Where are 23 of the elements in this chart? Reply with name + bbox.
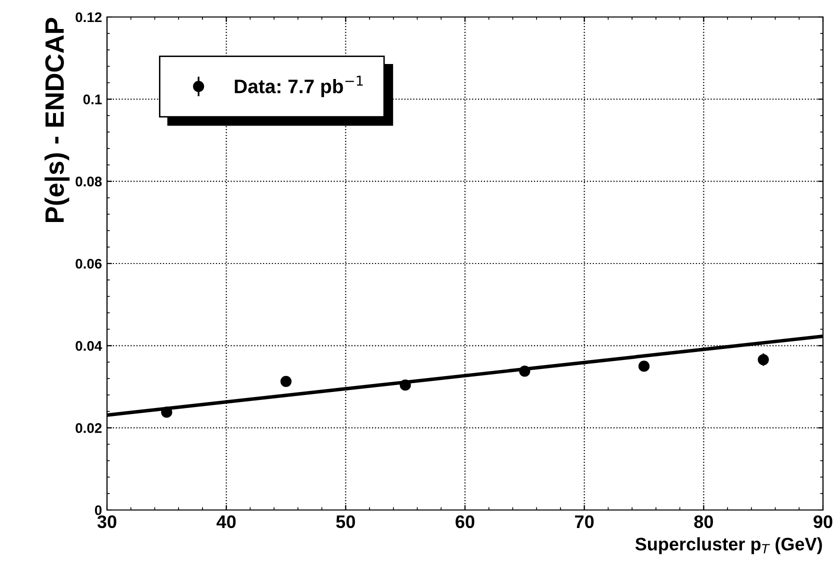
point <box>161 406 172 418</box>
x-tick-label: 70 <box>575 515 594 528</box>
x-tick-label: 40 <box>216 515 236 528</box>
legend-label: Data: 7.7 pb$^{−1}$ <box>234 76 363 98</box>
x-tick-label: 80 <box>694 515 713 528</box>
x-axis-title: Supercluster p$_{T}$ (GeV) <box>635 537 822 554</box>
point <box>280 376 292 387</box>
y-axis-title: P(e|s) - ENDCAP <box>44 18 70 222</box>
y-tick-label: 0.08 <box>76 176 102 187</box>
x-tick-label: 60 <box>456 515 474 528</box>
y-tick-label: 0.02 <box>76 423 102 434</box>
y-tick-label: 0.04 <box>76 341 102 351</box>
y-tick-label: 0.1 <box>83 94 102 104</box>
y-tick-label: 0.12 <box>76 12 102 22</box>
y-tick-label: 0 <box>94 505 102 516</box>
point <box>758 354 769 366</box>
point <box>519 366 530 377</box>
x-tick-label: 50 <box>336 515 355 528</box>
point <box>400 380 411 391</box>
x-tick-label: 90 <box>814 515 832 528</box>
point <box>638 360 650 372</box>
x-tick-label: 30 <box>97 515 116 528</box>
y-tick-label: 0.06 <box>76 258 102 269</box>
